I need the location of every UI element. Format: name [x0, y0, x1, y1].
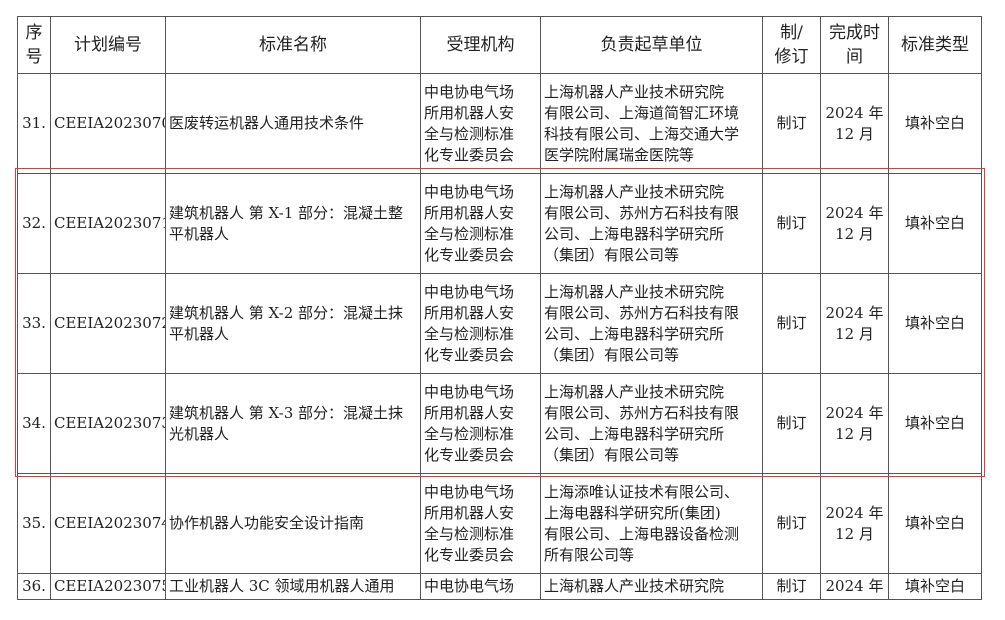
drafting-unit-cell: 上海机器人产业技术研究院 有限公司、苏州方石科技有限 公司、上海电器科学研究所 …: [540, 273, 763, 374]
make-revise-cell: 制订: [762, 473, 821, 574]
make-revise-cell: 制订: [762, 273, 821, 374]
standard-name-cell: 工业机器人 3C 领域用机器人通用: [165, 573, 421, 600]
header-no: 序 号: [17, 16, 51, 74]
plan-code-cell: CEEIA2023073: [50, 373, 166, 474]
table-row: 32. CEEIA2023071 建筑机器人 第 X-1 部分：混凝土整 平机器人中…: [17, 173, 982, 274]
standard-type-cell: 填补空白: [888, 73, 982, 174]
drafting-unit-cell: 上海机器人产业技术研究院 有限公司、上海道简智汇环境 科技有限公司、上海交通大学…: [540, 73, 763, 174]
row-number-cell: 36.: [17, 573, 51, 600]
standard-name-cell: 建筑机器人 第 X-1 部分：混凝土整 平机器人: [165, 173, 421, 274]
standard-name-cell: 医废转运机器人通用技术条件: [165, 73, 421, 174]
standard-name-cell: 建筑机器人 第 X-2 部分：混凝土抹 平机器人: [165, 273, 421, 374]
completion-time-cell: 2024 年 12 月: [820, 473, 889, 574]
make-revise-cell: 制订: [762, 173, 821, 274]
row-number-cell: 35.: [17, 473, 51, 574]
accepting-org-cell: 中电协电气场 所用机器人安 全与检测标准 化专业委员会: [420, 173, 541, 274]
header-plan-code: 计划编号: [50, 16, 166, 74]
table-row: 35. CEEIA2023074 协作机器人功能安全设计指南 中电协电气场 所用机器人…: [17, 473, 982, 574]
standard-type-cell: 填补空白: [888, 573, 982, 600]
row-number-cell: 31.: [17, 73, 51, 174]
standard-type-cell: 填补空白: [888, 173, 982, 274]
header-completion-time: 完成时 间: [820, 16, 889, 74]
make-revise-cell: 制订: [762, 573, 821, 600]
accepting-org-cell: 中电协电气场 所用机器人安 全与检测标准 化专业委员会: [420, 473, 541, 574]
header-standard-type: 标准类型: [888, 16, 982, 74]
make-revise-cell: 制订: [762, 373, 821, 474]
drafting-unit-cell: 上海机器人产业技术研究院 有限公司、苏州方石科技有限 公司、上海电器科学研究所 …: [540, 373, 763, 474]
completion-time-cell: 2024 年 12 月: [820, 173, 889, 274]
table-row: 33. CEEIA2023072 建筑机器人 第 X-2 部分：混凝土抹 平机器人中…: [17, 273, 982, 374]
completion-time-cell: 2024 年: [820, 573, 889, 600]
standard-name-cell: 建筑机器人 第 X-3 部分：混凝土抹 光机器人: [165, 373, 421, 474]
completion-time-cell: 2024 年 12 月: [820, 273, 889, 374]
drafting-unit-cell: 上海添唯认证技术有限公司、 上海电器科学研究所(集团) 有限公司、上海电器设备检…: [540, 473, 763, 574]
standard-name-cell: 协作机器人功能安全设计指南: [165, 473, 421, 574]
standard-type-cell: 填补空白: [888, 473, 982, 574]
row-number-cell: 32.: [17, 173, 51, 274]
accepting-org-cell: 中电协电气场 所用机器人安 全与检测标准 化专业委员会: [420, 73, 541, 174]
table-row: 34. CEEIA2023073 建筑机器人 第 X-3 部分：混凝土抹 光机器人中…: [17, 373, 982, 474]
accepting-org-cell: 中电协电气场: [420, 573, 541, 600]
make-revise-cell: 制订: [762, 73, 821, 174]
plan-code-cell: CEEIA2023074: [50, 473, 166, 574]
drafting-unit-cell: 上海机器人产业技术研究院 有限公司、苏州方石科技有限 公司、上海电器科学研究所 …: [540, 173, 763, 274]
drafting-unit-cell: 上海机器人产业技术研究院: [540, 573, 763, 600]
accepting-org-cell: 中电协电气场 所用机器人安 全与检测标准 化专业委员会: [420, 373, 541, 474]
standards-table: 序 号计划编号 标准名称 受理机构 负责起草单位 制/ 修订 完成时 间标准类型 31. C…: [17, 16, 982, 600]
row-number-cell: 34.: [17, 373, 51, 474]
standard-type-cell: 填补空白: [888, 373, 982, 474]
table-row: 36. CEEIA2023075 工业机器人 3C 领域用机器人通用 中电协电气场 上海…: [17, 573, 982, 600]
header-drafting-unit: 负责起草单位: [540, 16, 763, 74]
completion-time-cell: 2024 年 12 月: [820, 73, 889, 174]
accepting-org-cell: 中电协电气场 所用机器人安 全与检测标准 化专业委员会: [420, 273, 541, 374]
plan-code-cell: CEEIA2023075: [50, 573, 166, 600]
header-row: 序 号计划编号 标准名称 受理机构 负责起草单位 制/ 修订 完成时 间标准类型: [17, 16, 982, 74]
standard-type-cell: 填补空白: [888, 273, 982, 374]
plan-code-cell: CEEIA2023070: [50, 73, 166, 174]
row-number-cell: 33.: [17, 273, 51, 374]
header-accepting-org: 受理机构: [420, 16, 541, 74]
completion-time-cell: 2024 年 12 月: [820, 373, 889, 474]
plan-code-cell: CEEIA2023071: [50, 173, 166, 274]
header-standard-name: 标准名称: [165, 16, 421, 74]
table-row: 31. CEEIA2023070 医废转运机器人通用技术条件 中电协电气场 所用机器人…: [17, 73, 982, 174]
header-make-revise: 制/ 修订: [762, 16, 821, 74]
plan-code-cell: CEEIA2023072: [50, 273, 166, 374]
